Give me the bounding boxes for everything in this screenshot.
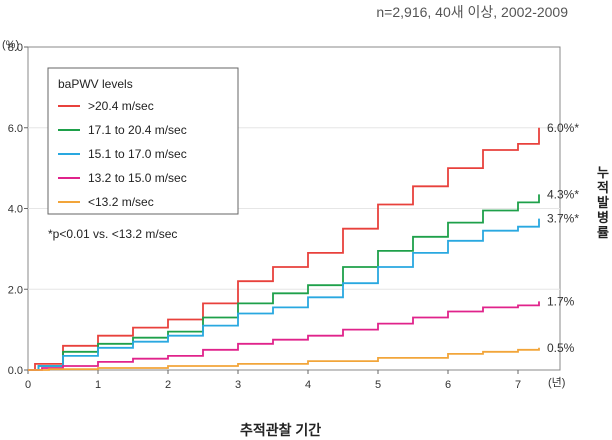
legend-entry: <13.2 m/sec: [88, 195, 154, 209]
series-end-labels: 6.0%* 4.3%* 3.7%* 1.7% 0.5%: [547, 121, 579, 355]
significance-annotation: *p<0.01 vs. <13.2 m/sec: [48, 227, 177, 241]
legend-entry: >20.4 m/sec: [88, 99, 154, 113]
y-axis-label: 누적발병률: [597, 165, 609, 240]
x-tick-label: 3: [235, 379, 241, 391]
x-tick-label: 0: [25, 379, 31, 391]
legend-entry: 13.2 to 15.0 m/sec: [88, 171, 187, 185]
x-tick-label: 1: [95, 379, 101, 391]
legend-entry: 17.1 to 20.4 m/sec: [88, 123, 187, 137]
series-line-1: [28, 127, 540, 371]
series-end-label: 3.7%*: [547, 212, 579, 226]
y-tick-label: 8.0: [8, 42, 23, 54]
legend: baPWV levels >20.4 m/sec 17.1 to 20.4 m/s…: [47, 67, 239, 215]
y-tick-label: 4.0: [8, 204, 23, 216]
series-end-label: 0.5%: [547, 341, 575, 355]
x-tick-labels: 0 1 2 3 4 5 6 7: [25, 370, 521, 391]
y-tick-label: 6.0: [8, 123, 23, 135]
series-line-2: [28, 194, 540, 371]
series-line-4: [28, 301, 540, 371]
x-tick-label: 6: [445, 379, 451, 391]
legend-box: [47, 67, 239, 215]
series-end-label: 4.3%*: [547, 187, 579, 201]
x-axis-label: 추적관찰 기간: [240, 422, 322, 438]
series-lines: [28, 127, 540, 371]
y-tick-label: 2.0: [8, 284, 23, 296]
x-tick-label: 5: [375, 379, 381, 391]
legend-entry: 15.1 to 17.0 m/sec: [88, 147, 187, 161]
x-tick-label: 4: [305, 379, 311, 391]
x-tick-label: 2: [165, 379, 171, 391]
x-unit-label: (년): [548, 376, 565, 389]
y-tick-label: 0.0: [8, 365, 23, 377]
y-unit-label: (%): [2, 39, 19, 51]
chart-caption: n=2,916, 40새 이상, 2002-2009: [376, 4, 568, 20]
x-tick-label: 7: [515, 379, 521, 391]
series-line-3: [28, 218, 540, 371]
y-tick-labels: 0.0 2.0 4.0 6.0 8.0: [8, 42, 28, 377]
series-end-label: 1.7%: [547, 294, 575, 308]
series-end-label: 6.0%*: [547, 121, 579, 135]
series-line-5: [28, 347, 540, 371]
legend-title: baPWV levels: [58, 77, 133, 91]
